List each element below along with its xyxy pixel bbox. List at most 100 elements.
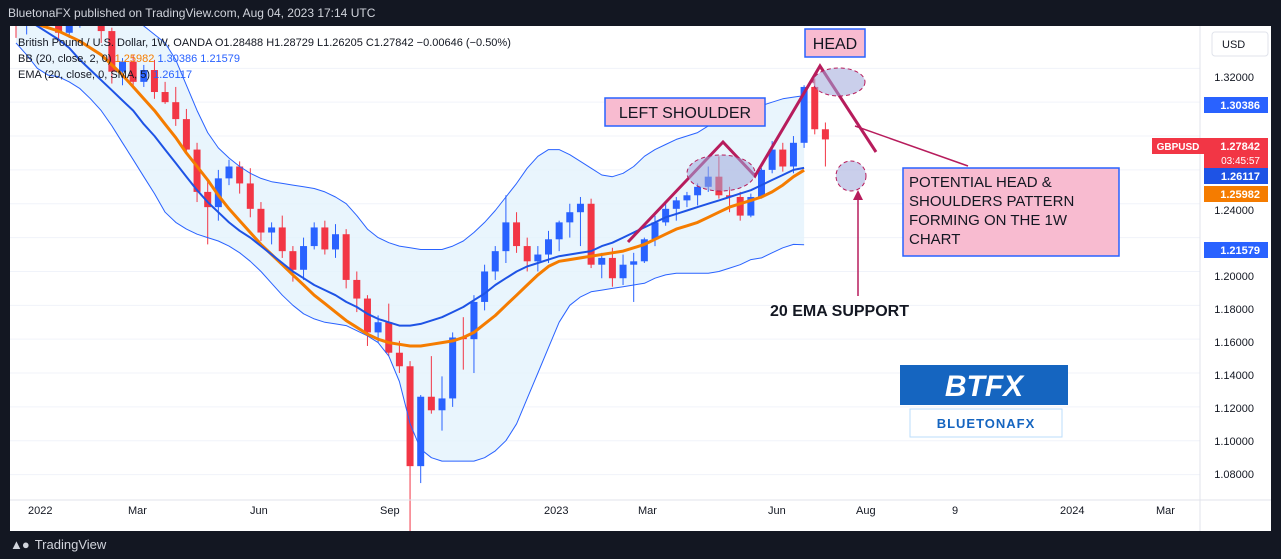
time-label-mar-24: Mar	[1156, 505, 1175, 517]
bb-basis-line	[15, 19, 805, 348]
head-label: HEAD	[813, 36, 857, 53]
left-shoulder-label-box	[604, 97, 766, 127]
price-tick-3: 1.20000	[1214, 271, 1254, 283]
footer-bar: ▲● TradingView	[0, 531, 1281, 559]
price-scale[interactable]: USD 1.32000 1.24000 1.20000 1.18000 1.16…	[1152, 31, 1269, 481]
bb-upper-tag-text: 1.30386	[1220, 100, 1260, 112]
legend: British Pound / U.S. Dollar, 1W, OANDA O…	[18, 37, 511, 81]
chart-frame[interactable]: British Pound / U.S. Dollar, 1W, OANDA O…	[10, 0, 1271, 550]
head-circle	[812, 67, 866, 97]
candle-body	[630, 261, 638, 265]
candle-body	[587, 203, 595, 265]
candle-body	[321, 227, 329, 250]
candle-body	[694, 186, 702, 196]
symbol-tag-text: GBPUSD	[1157, 142, 1200, 153]
candle-body	[236, 166, 244, 184]
candle-body	[204, 191, 212, 208]
pattern-annotations: HEAD LEFT SHOULDER POTENTIAL HEAD & SHOU…	[604, 28, 1120, 320]
time-label-2023: 2023	[544, 505, 568, 517]
candle-body	[161, 92, 169, 103]
candle-body	[374, 322, 382, 333]
candle-body	[683, 195, 691, 201]
candle-body	[438, 398, 446, 411]
bb-basis-tag	[1204, 186, 1268, 202]
publish-header: BluetonaFX published on TradingView.com,…	[0, 0, 1281, 26]
legend-line-3: EMA (20, close, 0, SMA, 5) 1.26117	[18, 69, 192, 81]
pattern-note-line-3: FORMING ON THE 1W	[909, 212, 1068, 229]
candle-body	[555, 222, 563, 240]
candle-body	[300, 246, 308, 270]
ema-20-line	[15, 16, 805, 327]
time-label-jun-22: Jun	[250, 505, 268, 517]
ema-support-label: 20 EMA SUPPORT	[770, 303, 909, 320]
price-tick-4: 1.18000	[1214, 304, 1254, 316]
candle-body	[268, 227, 276, 233]
candle-body	[566, 212, 574, 223]
candle-body	[353, 279, 361, 299]
candle-body	[129, 61, 137, 82]
candle-body	[470, 301, 478, 340]
candle-body	[640, 239, 648, 262]
time-axis[interactable]: 2022 Mar Jun Sep 2023 Mar Jun Aug 9 2024…	[28, 505, 1175, 517]
candle-body	[289, 251, 297, 270]
tradingview-mark-icon: ▲●	[10, 537, 30, 552]
legend-bb-lower: 1.21579	[200, 53, 240, 65]
candle-body	[576, 203, 584, 213]
price-tick-9: 1.08000	[1214, 469, 1254, 481]
pattern-note-box	[902, 167, 1120, 257]
tradingview-brand-text: TradingView	[34, 537, 107, 552]
ema-pointer-arrow	[853, 190, 863, 200]
candle-body	[193, 149, 201, 192]
tradingview-logo[interactable]: ▲● TradingView	[10, 531, 106, 559]
candle-body	[97, 3, 105, 32]
currency-label: USD	[1222, 39, 1245, 51]
candle-body	[491, 251, 499, 272]
ema-tag-text: 1.26117	[1221, 171, 1260, 183]
ema-tag	[1204, 168, 1268, 184]
candle-body	[417, 396, 425, 467]
time-label-2024: 2024	[1060, 505, 1084, 517]
ema-support-circle	[835, 160, 867, 192]
bluetonafx-wordmark-bg	[909, 408, 1063, 438]
candle-body	[800, 86, 808, 143]
chart-svg[interactable]: British Pound / U.S. Dollar, 1W, OANDA O…	[10, 0, 1271, 550]
btfx-logo-text: BTFX	[945, 370, 1025, 403]
candle-body	[427, 396, 435, 411]
candle-body	[747, 196, 755, 216]
last-price-tag	[1204, 138, 1268, 168]
candle-body	[182, 119, 190, 150]
candle-body	[513, 222, 521, 247]
time-label-mar-22: Mar	[128, 505, 147, 517]
pattern-note-line-4: CHART	[909, 231, 960, 248]
candle-body	[779, 149, 787, 167]
candle-body	[332, 234, 339, 250]
legend-ema-value: 1.26117	[153, 69, 192, 81]
legend-ema-label: EMA (20, close, 0, SMA, 5)	[18, 69, 150, 81]
candle-body	[140, 70, 148, 82]
pattern-note-line-2: SHOULDERS PATTERN	[909, 193, 1074, 210]
left-shoulder-circle	[686, 154, 756, 192]
candle-body	[811, 86, 819, 130]
candle-body	[395, 352, 403, 367]
candle-body	[278, 227, 286, 252]
time-label-2022: 2022	[28, 505, 52, 517]
candle-body	[758, 169, 765, 197]
candle-body	[150, 70, 158, 93]
time-label-sep-22: Sep	[380, 505, 400, 517]
candle-body	[246, 183, 254, 209]
candle-body	[481, 271, 489, 302]
currency-button[interactable]	[1211, 31, 1269, 57]
candle-body	[821, 129, 829, 140]
price-tick-1: 1.32000	[1214, 72, 1254, 84]
left-shoulder-label: LEFT SHOULDER	[619, 105, 751, 122]
candle-body	[534, 254, 542, 262]
price-tick-7: 1.12000	[1214, 403, 1254, 415]
bb-lower-line	[15, 42, 805, 462]
head-label-box	[804, 28, 866, 58]
pattern-pointer-line	[854, 125, 969, 167]
candle-body	[502, 222, 510, 252]
candle-body	[651, 222, 659, 240]
btfx-logo: BTFX BLUETONAFX	[900, 365, 1068, 438]
candle-body	[257, 208, 265, 233]
last-price-text: 1.27842	[1220, 141, 1260, 153]
